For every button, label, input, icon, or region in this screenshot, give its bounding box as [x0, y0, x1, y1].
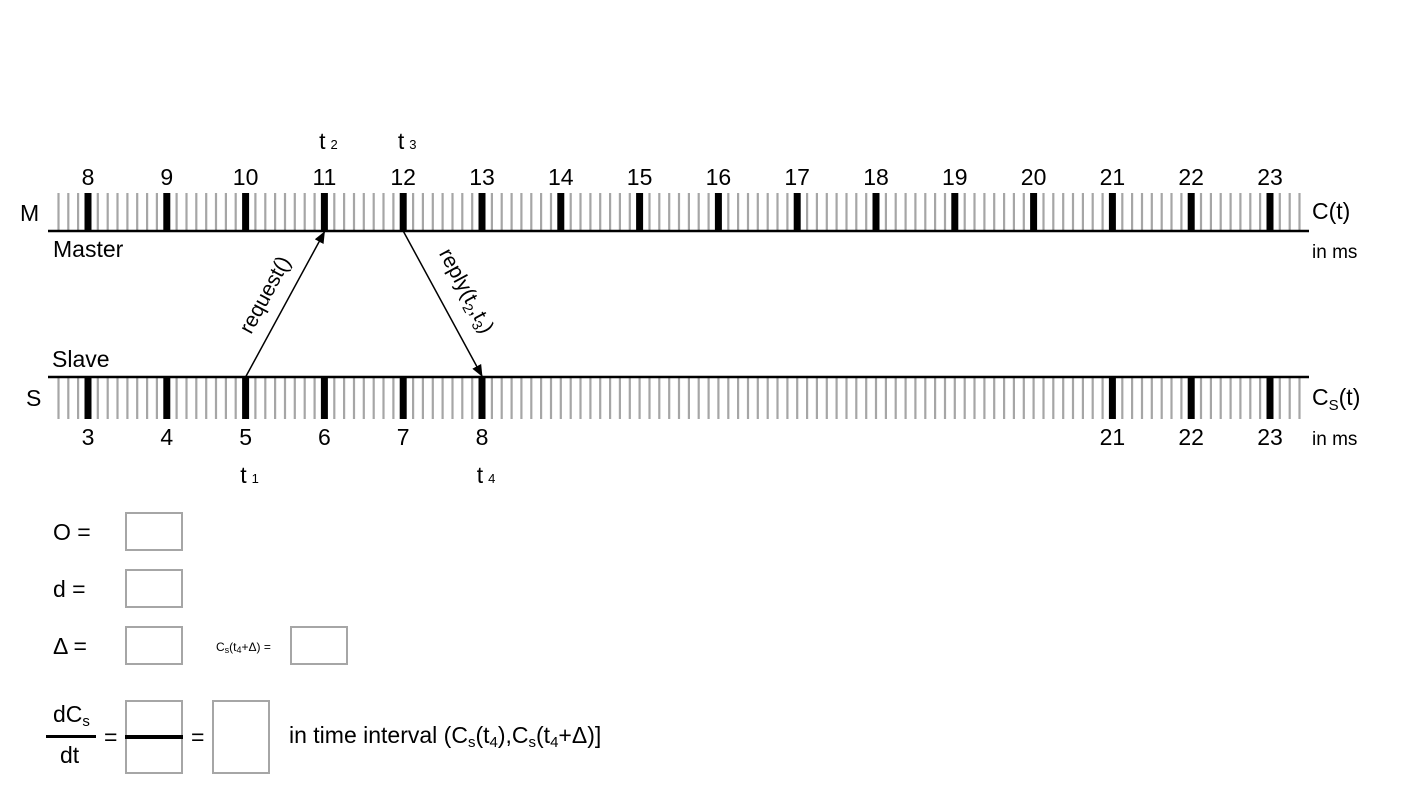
- cs-at-tail: +Δ) =: [241, 640, 271, 654]
- timestamp-t4-sub: 4: [488, 471, 495, 486]
- delay-input[interactable]: [125, 569, 183, 608]
- slave-clock-c: C: [1312, 384, 1329, 410]
- slave-clock-rest: (t): [1339, 384, 1361, 410]
- rate-equals-1: =: [104, 724, 118, 750]
- reply-label-main: reply(t: [434, 245, 482, 307]
- slave-tick-label: 23: [1257, 424, 1283, 450]
- master-tick-label: 16: [706, 164, 732, 190]
- slave-name: Slave: [52, 346, 110, 372]
- offset-input[interactable]: [125, 512, 183, 551]
- slave-unit-label: in ms: [1312, 429, 1357, 450]
- interval-s1: s: [467, 734, 476, 751]
- rate-numerator-sub: s: [82, 713, 90, 730]
- timestamp-t1-sub: 1: [252, 471, 259, 486]
- timestamp-t3-main: t: [398, 128, 405, 154]
- master-tick-marks: [57, 193, 1301, 231]
- interval-mid3: (t: [536, 722, 551, 748]
- timestamp-t3-sub: 3: [409, 137, 416, 152]
- cs-at-c: C: [216, 640, 225, 654]
- request-arrow: [244, 231, 326, 378]
- slave-tick-marks: [57, 377, 1301, 419]
- slave-tick-label: 22: [1178, 424, 1204, 450]
- rate-denominator: dt: [60, 742, 80, 768]
- delta-input[interactable]: [125, 626, 183, 665]
- master-tick-label: 19: [942, 164, 968, 190]
- master-tick-label: 14: [548, 164, 574, 190]
- offset-label: O =: [53, 519, 91, 545]
- master-tick-label: 11: [312, 164, 336, 190]
- master-tick-label: 20: [1021, 164, 1047, 190]
- interval-mid2: ),C: [497, 722, 529, 748]
- master-tick-label: 22: [1178, 164, 1204, 190]
- reply-label: reply(t2,t3): [432, 245, 499, 339]
- slave-tick-label: 5: [239, 424, 252, 450]
- slave-tick-label: 6: [318, 424, 331, 450]
- master-clock-label: C(t): [1312, 198, 1350, 224]
- rate-numerator-main: dC: [53, 701, 83, 727]
- master-tick-label: 8: [82, 164, 95, 190]
- interval-pre: in time interval (C: [289, 722, 468, 748]
- interval-four2: 4: [550, 734, 559, 751]
- master-tick-label: 21: [1100, 164, 1126, 190]
- slave-tick-label: 7: [397, 424, 410, 450]
- slave-clock-sub: S: [1329, 397, 1339, 414]
- cs-at-four: 4: [236, 645, 242, 655]
- delay-label: d =: [53, 576, 86, 602]
- reply-arrow: [402, 230, 483, 377]
- master-tick-label: 23: [1257, 164, 1283, 190]
- slave-tick-labels: 3 4 5 6 7 8 21 22 23: [82, 424, 1283, 450]
- cs-at-s: s: [224, 645, 230, 655]
- timestamp-t4-main: t: [477, 462, 484, 488]
- delta-label: Δ =: [53, 633, 87, 659]
- rate-equals-2: =: [191, 724, 205, 750]
- rate-fraction-numerator-input[interactable]: [125, 700, 183, 738]
- rate-fraction-denominator-input[interactable]: [125, 739, 183, 774]
- slave-tick-label: 21: [1100, 424, 1126, 450]
- timestamp-t2-sub: 2: [330, 137, 337, 152]
- rate-result-input[interactable]: [212, 700, 270, 774]
- slave-tick-label: 8: [476, 424, 489, 450]
- interval-s2: s: [528, 734, 537, 751]
- master-tick-label: 15: [627, 164, 653, 190]
- interval-label: in time interval (Cs(t4),Cs(t4+Δ)]: [289, 721, 601, 757]
- master-tick-label: 12: [390, 164, 416, 190]
- interval-four1: 4: [489, 734, 498, 751]
- timestamp-t1-main: t: [240, 462, 247, 488]
- cs-at-open: (t: [229, 640, 237, 654]
- slave-side-letter: S: [26, 385, 41, 411]
- cs-at-input[interactable]: [290, 626, 348, 665]
- interval-mid1: (t: [475, 722, 490, 748]
- request-label: request(): [235, 252, 295, 337]
- timestamp-t2-main: t: [319, 128, 326, 154]
- slave-tick-label: 3: [82, 424, 95, 450]
- cs-at-label: Cs(t4+Δ) =: [216, 639, 271, 658]
- master-tick-labels: 8 9 10 11 12 13 14 15 16 17 18 19 20 21 22 23: [82, 164, 1283, 190]
- slave-clock-label: CS(t): [1312, 384, 1360, 414]
- master-tick-label: 9: [160, 164, 173, 190]
- rate-box-fraction-line: [125, 735, 183, 739]
- master-tick-label: 17: [784, 164, 810, 190]
- interval-post: +Δ)]: [558, 722, 602, 748]
- master-tick-label: 13: [469, 164, 495, 190]
- rate-fraction-line: [46, 735, 96, 738]
- master-side-letter: M: [20, 200, 39, 226]
- slave-tick-label: 4: [160, 424, 173, 450]
- master-name: Master: [53, 236, 124, 262]
- master-unit-label: in ms: [1312, 242, 1357, 263]
- master-tick-label: 10: [233, 164, 259, 190]
- rate-numerator: dCs: [53, 700, 90, 736]
- master-tick-label: 18: [863, 164, 889, 190]
